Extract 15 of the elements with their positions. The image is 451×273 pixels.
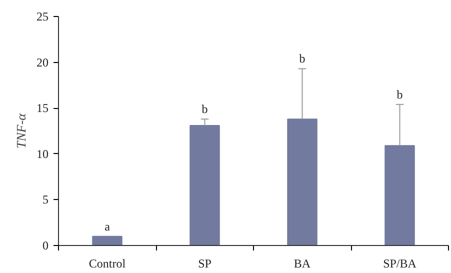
x-tick-label: SP bbox=[198, 256, 212, 270]
annotation: b bbox=[202, 102, 208, 116]
y-axis-title: TNF-α bbox=[14, 112, 28, 148]
y-tick-label: 15 bbox=[36, 101, 48, 116]
y-tick-label: 25 bbox=[36, 10, 48, 24]
annotation: a bbox=[104, 219, 111, 234]
annotation: b bbox=[299, 52, 306, 66]
y-tick-label: 0 bbox=[42, 238, 48, 252]
x-tick-label: SP/BA bbox=[383, 256, 417, 270]
y-tick-label: 5 bbox=[42, 192, 48, 207]
x-tick-label: Control bbox=[88, 256, 126, 270]
y-tick-label: 20 bbox=[36, 55, 48, 70]
x-tick-label: BA bbox=[294, 256, 311, 270]
annotation: b bbox=[396, 87, 403, 102]
y-tick-label: 10 bbox=[36, 146, 48, 161]
